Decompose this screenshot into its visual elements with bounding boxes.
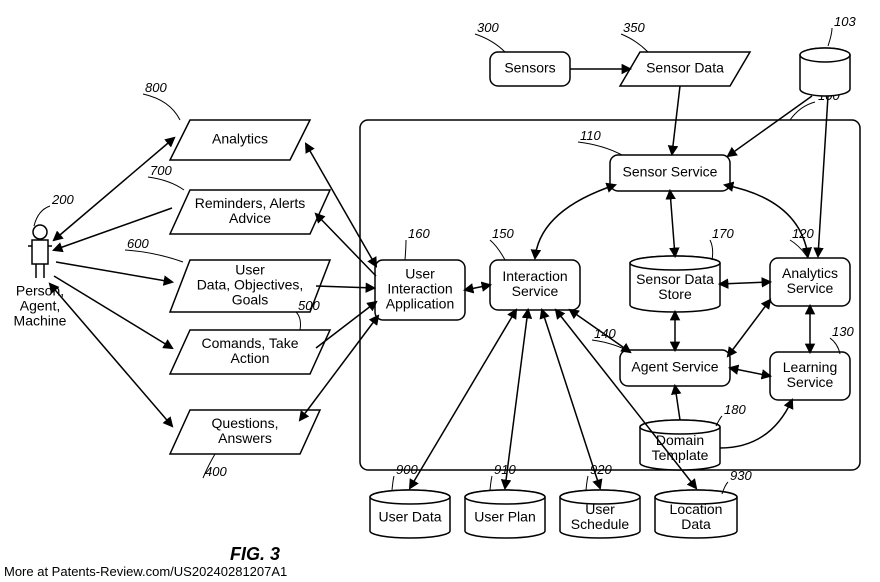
svg-text:Interaction: Interaction <box>502 268 567 284</box>
svg-text:User Plan: User Plan <box>474 509 535 525</box>
svg-text:Application: Application <box>386 296 455 312</box>
svg-text:130: 130 <box>832 324 854 339</box>
svg-text:Comands, Take: Comands, Take <box>201 335 298 351</box>
svg-text:Advice: Advice <box>229 210 271 226</box>
svg-text:FIG. 3: FIG. 3 <box>230 544 280 564</box>
svg-text:User: User <box>235 262 265 278</box>
svg-text:Goals: Goals <box>232 292 269 308</box>
svg-text:Learning: Learning <box>783 359 838 375</box>
svg-text:600: 600 <box>127 236 149 251</box>
svg-text:103: 103 <box>834 14 856 29</box>
svg-text:910: 910 <box>494 462 516 477</box>
svg-text:Agent,: Agent, <box>20 298 60 314</box>
svg-text:Sensor Data: Sensor Data <box>636 271 714 287</box>
svg-text:Data: Data <box>681 516 711 532</box>
svg-text:Store: Store <box>658 286 692 302</box>
svg-text:User: User <box>585 501 615 517</box>
svg-text:150: 150 <box>492 226 514 241</box>
svg-text:Person,: Person, <box>16 283 64 299</box>
svg-text:Service: Service <box>787 374 834 390</box>
svg-text:900: 900 <box>396 462 418 477</box>
svg-text:Machine: Machine <box>14 313 67 329</box>
svg-text:Sensors: Sensors <box>504 60 555 76</box>
svg-text:User: User <box>405 266 435 282</box>
patent-diagram: 100Person,Agent,Machine200AnalyticsRemin… <box>0 0 880 582</box>
svg-text:110: 110 <box>580 128 601 143</box>
svg-text:More at Patents-Review.com/US2: More at Patents-Review.com/US20240281207… <box>4 564 287 579</box>
svg-text:800: 800 <box>145 80 167 95</box>
svg-text:Questions,: Questions, <box>212 415 279 431</box>
svg-text:Answers: Answers <box>218 430 272 446</box>
svg-text:160: 160 <box>408 226 430 241</box>
svg-text:Agent Service: Agent Service <box>631 359 718 375</box>
svg-text:350: 350 <box>623 20 645 35</box>
svg-text:User Data: User Data <box>378 509 441 525</box>
svg-text:Reminders, Alerts: Reminders, Alerts <box>195 195 305 211</box>
svg-text:500: 500 <box>298 298 320 313</box>
svg-text:170: 170 <box>712 226 734 241</box>
svg-text:300: 300 <box>477 20 499 35</box>
svg-text:Template: Template <box>652 447 709 463</box>
svg-text:Data, Objectives,: Data, Objectives, <box>197 277 304 293</box>
svg-text:Service: Service <box>787 280 834 296</box>
svg-text:Interaction: Interaction <box>387 281 452 297</box>
svg-text:Analytics: Analytics <box>782 265 838 281</box>
svg-text:Sensor Service: Sensor Service <box>623 164 718 180</box>
svg-text:930: 930 <box>730 468 752 483</box>
svg-text:200: 200 <box>51 192 74 207</box>
svg-text:180: 180 <box>724 402 746 417</box>
svg-text:400: 400 <box>205 464 227 479</box>
svg-text:Service: Service <box>512 283 559 299</box>
svg-text:Action: Action <box>231 350 270 366</box>
svg-text:Analytics: Analytics <box>212 131 268 147</box>
svg-text:Schedule: Schedule <box>571 516 630 532</box>
svg-text:Location: Location <box>670 501 723 517</box>
svg-text:Sensor Data: Sensor Data <box>646 60 724 76</box>
svg-text:700: 700 <box>150 163 172 178</box>
